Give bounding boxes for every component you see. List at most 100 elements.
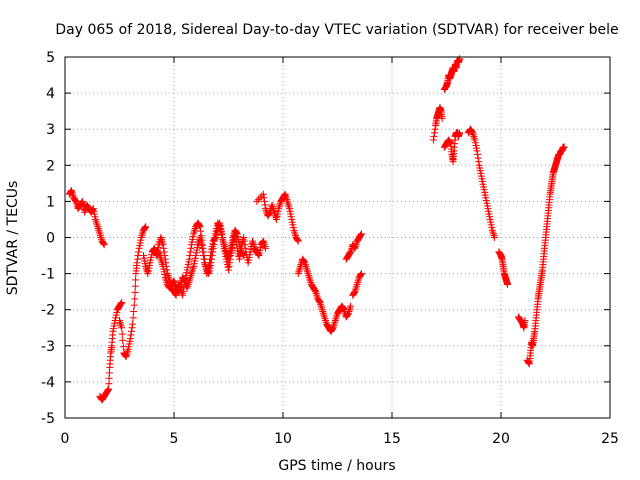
data-point (328, 326, 336, 334)
y-tick-label: 5 (46, 50, 55, 66)
data-point (253, 197, 261, 205)
data-point (294, 237, 302, 245)
data-point (260, 194, 268, 202)
data-point (240, 237, 248, 245)
data-point (357, 230, 365, 238)
data-point (272, 214, 280, 222)
data-point (317, 300, 325, 308)
data-point (232, 228, 240, 236)
data-point (268, 201, 276, 209)
data-point (128, 324, 136, 332)
data-point (210, 241, 218, 249)
data-point (236, 244, 244, 252)
data-point (95, 226, 103, 234)
data-point (190, 230, 198, 238)
data-point (296, 264, 304, 272)
data-point (179, 291, 187, 299)
data-point (312, 288, 320, 296)
data-point (302, 264, 310, 272)
data-point (357, 270, 365, 278)
data-point (104, 387, 112, 395)
data-point (176, 282, 184, 290)
data-point (215, 221, 223, 229)
data-point (92, 217, 100, 225)
data-point (318, 304, 326, 312)
data-point (208, 252, 216, 260)
data-point (189, 266, 197, 274)
data-point (356, 232, 364, 240)
data-point (117, 300, 125, 308)
data-point (126, 335, 134, 343)
data-point (196, 235, 204, 243)
data-point (312, 289, 320, 297)
data-point (236, 243, 244, 251)
data-point (188, 268, 196, 276)
data-point (290, 228, 298, 236)
x-tick-label: 20 (492, 431, 510, 447)
data-point (300, 257, 308, 265)
data-point (350, 289, 358, 297)
data-point (525, 359, 533, 367)
data-point (155, 250, 163, 258)
data-point (283, 197, 291, 205)
data-point (118, 298, 126, 306)
data-point (301, 259, 309, 267)
data-point (262, 244, 270, 252)
data-point (293, 235, 301, 243)
data-point (117, 322, 125, 330)
data-point (201, 259, 209, 267)
data-point (199, 252, 207, 260)
data-point (89, 206, 97, 214)
data-point (353, 280, 361, 288)
data-point (261, 201, 269, 209)
data-point (68, 188, 76, 196)
data-point (96, 230, 104, 238)
data-point (81, 208, 89, 216)
data-point (469, 131, 477, 139)
data-point (93, 221, 101, 229)
data-point (204, 269, 212, 277)
data-point (159, 261, 167, 269)
data-point (97, 234, 105, 241)
data-point (446, 139, 454, 147)
data-point (469, 129, 477, 137)
data-point (311, 286, 319, 294)
data-point (209, 248, 217, 256)
data-point (124, 347, 132, 355)
data-point (261, 243, 269, 251)
data-point (141, 224, 149, 232)
x-tick-label: 10 (274, 431, 292, 447)
data-point (356, 271, 364, 279)
data-point (198, 244, 206, 252)
data-point (318, 306, 326, 314)
data-point (189, 264, 197, 272)
data-point (171, 279, 179, 287)
data-point (490, 234, 498, 241)
data-point (131, 295, 139, 303)
data-point (118, 330, 126, 338)
data-point (155, 248, 163, 256)
data-point (162, 277, 170, 285)
data-point (178, 289, 186, 297)
data-point (175, 286, 183, 294)
data-point (294, 270, 302, 278)
data-point (315, 297, 323, 305)
data-point (162, 275, 170, 283)
data-point (197, 232, 205, 240)
data-point (104, 386, 112, 394)
data-point (123, 349, 131, 357)
data-point (225, 262, 233, 270)
x-tick-label: 15 (383, 431, 401, 447)
data-point (351, 243, 359, 251)
data-point (219, 235, 227, 243)
data-point (185, 255, 193, 263)
data-point (233, 229, 241, 237)
y-tick-label: 0 (46, 231, 55, 247)
data-point (226, 259, 234, 267)
data-point (291, 230, 299, 238)
data-point (88, 206, 96, 214)
data-point (305, 273, 313, 281)
data-point (187, 271, 195, 279)
data-point (187, 244, 195, 252)
data-point (118, 324, 126, 332)
